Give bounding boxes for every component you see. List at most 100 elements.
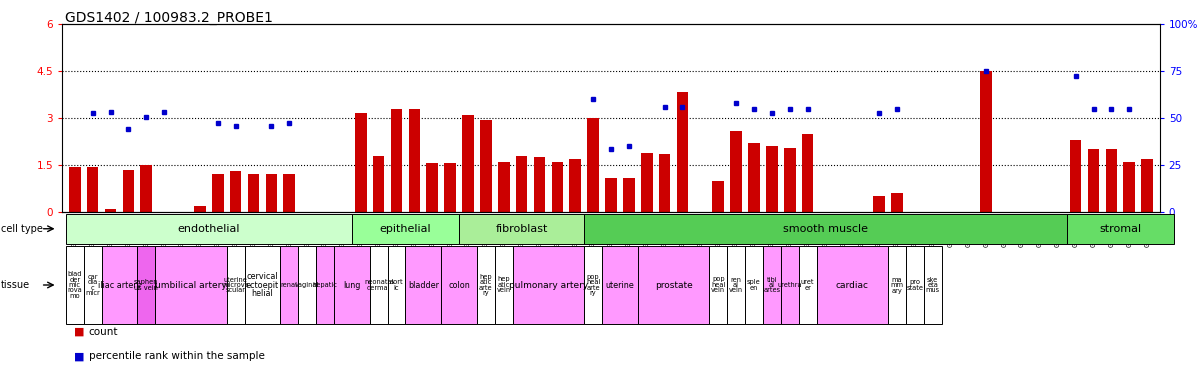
Bar — [781, 246, 799, 324]
Bar — [355, 113, 367, 212]
Bar — [84, 246, 102, 324]
Bar — [391, 109, 403, 212]
Bar — [1088, 149, 1100, 212]
Text: pulmonary artery: pulmonary artery — [509, 280, 588, 290]
Bar — [102, 246, 138, 324]
Text: bladder: bladder — [407, 280, 438, 290]
Text: vaginal: vaginal — [295, 282, 320, 288]
Bar — [104, 209, 116, 212]
Bar — [799, 246, 817, 324]
Text: car
dia
c
micr: car dia c micr — [85, 274, 101, 296]
Bar — [516, 156, 527, 212]
Bar — [352, 214, 459, 244]
Bar — [66, 246, 84, 324]
Bar — [585, 214, 1066, 244]
Text: tissue: tissue — [1, 280, 30, 290]
Text: GDS1402 / 100983.2_PROBE1: GDS1402 / 100983.2_PROBE1 — [65, 11, 273, 25]
Bar — [623, 177, 635, 212]
Bar — [1070, 140, 1082, 212]
Bar — [66, 214, 352, 244]
Bar — [677, 92, 689, 212]
Bar — [513, 246, 585, 324]
Text: stromal: stromal — [1100, 224, 1142, 234]
Bar — [498, 162, 509, 212]
Bar — [641, 153, 653, 212]
Bar — [69, 166, 80, 212]
Bar — [244, 246, 280, 324]
Bar — [212, 174, 224, 212]
Text: saphen
us vein: saphen us vein — [134, 279, 158, 291]
Text: urethra: urethra — [778, 282, 801, 288]
Bar — [284, 174, 295, 212]
Bar — [783, 148, 795, 212]
Bar — [585, 246, 603, 324]
Bar — [138, 246, 156, 324]
Bar — [280, 246, 298, 324]
Text: percentile rank within the sample: percentile rank within the sample — [89, 351, 265, 361]
Text: cell type: cell type — [1, 224, 43, 234]
Bar — [140, 165, 152, 212]
Text: pop
heal
vein: pop heal vein — [712, 276, 726, 294]
Text: count: count — [89, 327, 119, 337]
Bar — [888, 246, 906, 324]
Bar — [370, 246, 388, 324]
Bar — [891, 193, 903, 212]
Bar — [817, 246, 888, 324]
Bar — [924, 246, 942, 324]
Bar — [873, 196, 885, 212]
Bar — [480, 120, 491, 212]
Bar — [713, 181, 724, 212]
Bar — [637, 246, 709, 324]
Bar — [373, 156, 385, 212]
Bar — [533, 157, 545, 212]
Text: tibi
al
artes: tibi al artes — [763, 276, 780, 294]
Bar — [156, 246, 226, 324]
Bar — [569, 159, 581, 212]
Bar — [226, 246, 244, 324]
Bar — [709, 246, 727, 324]
Text: pop
heal
arte
ry: pop heal arte ry — [586, 274, 600, 296]
Text: iliac artery: iliac artery — [98, 280, 141, 290]
Bar — [1066, 214, 1174, 244]
Bar — [441, 246, 477, 324]
Text: ■: ■ — [74, 327, 85, 337]
Bar — [551, 162, 563, 212]
Text: neonatal
dermal: neonatal dermal — [364, 279, 393, 291]
Bar — [444, 164, 456, 212]
Bar — [409, 109, 420, 212]
Text: epithelial: epithelial — [380, 224, 431, 234]
Bar — [426, 164, 438, 212]
Bar — [122, 170, 134, 212]
Text: smooth muscle: smooth muscle — [783, 224, 867, 234]
Bar — [87, 166, 98, 212]
Text: cardiac: cardiac — [836, 280, 869, 290]
Bar — [316, 246, 334, 324]
Text: uterine: uterine — [605, 280, 634, 290]
Bar — [745, 246, 763, 324]
Text: uret
er: uret er — [800, 279, 815, 291]
Bar — [1106, 149, 1118, 212]
Bar — [477, 246, 495, 324]
Bar — [495, 246, 513, 324]
Text: uterine
microva
scular: uterine microva scular — [223, 276, 249, 294]
Bar — [298, 246, 316, 324]
Bar — [405, 246, 441, 324]
Bar — [334, 246, 370, 324]
Text: hep
atic
vein: hep atic vein — [497, 276, 510, 294]
Text: fibroblast: fibroblast — [496, 224, 547, 234]
Bar — [587, 118, 599, 212]
Bar — [766, 146, 778, 212]
Text: pro
state: pro state — [907, 279, 924, 291]
Bar — [1142, 159, 1152, 212]
Text: cervical
ectoepit
helial: cervical ectoepit helial — [246, 272, 279, 298]
Bar — [605, 177, 617, 212]
Text: aort
ic: aort ic — [389, 279, 404, 291]
Text: ■: ■ — [74, 351, 85, 361]
Text: lung: lung — [343, 280, 361, 290]
Bar — [731, 130, 742, 212]
Text: hepatic: hepatic — [313, 282, 338, 288]
Bar — [763, 246, 781, 324]
Bar — [906, 246, 924, 324]
Text: blad
der
mic
rova
mo: blad der mic rova mo — [67, 271, 83, 299]
Bar — [194, 206, 206, 212]
